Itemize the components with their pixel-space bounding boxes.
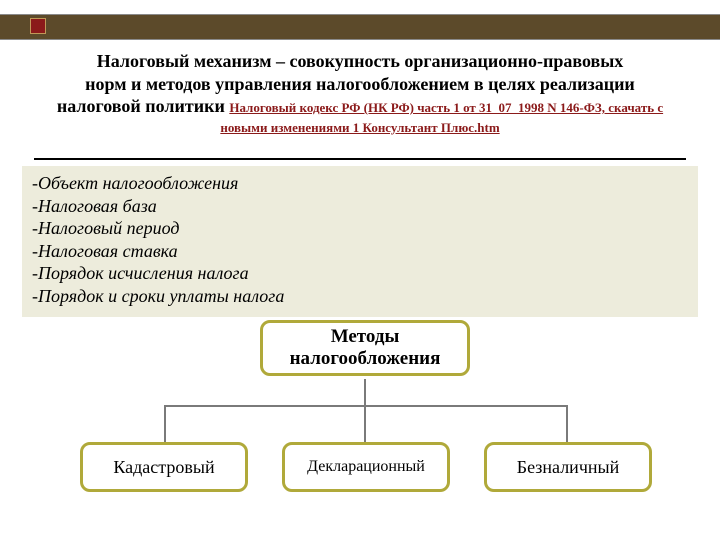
node-cadastral: Кадастровый [80, 442, 248, 492]
title-block: Налоговый механизм – совокупность органи… [34, 50, 686, 136]
edge [164, 405, 568, 407]
list-item: -Порядок и сроки уплаты налога [32, 285, 688, 308]
slide: Налоговый механизм – совокупность органи… [0, 0, 720, 540]
title-underline [34, 158, 686, 160]
list-item: -Объект налогообложения [32, 172, 688, 195]
node-declaration: Декларационный [282, 442, 450, 492]
node-root: Методы налогообложения [260, 320, 470, 376]
tax-code-link-part2[interactable]: новыми изменениями 1 Консультант Плюс.ht… [34, 120, 686, 136]
edge [364, 379, 366, 405]
list-item: -Налоговый период [32, 217, 688, 240]
top-decor-bar [0, 14, 720, 40]
list-item: -Налоговая база [32, 195, 688, 218]
title-line2: норм и методов управления налогообложени… [34, 73, 686, 96]
title-line1: Налоговый механизм – совокупность органи… [34, 50, 686, 73]
accent-square-icon [30, 18, 46, 34]
title-line3-prefix: налоговой политики [57, 96, 229, 116]
tax-code-link-part1[interactable]: Налоговый кодекс РФ (НК РФ) часть 1 от 3… [229, 100, 663, 115]
node-label: Кадастровый [113, 457, 214, 478]
node-label: Безналичный [517, 457, 619, 478]
node-cashless: Безналичный [484, 442, 652, 492]
list-item: -Налоговая ставка [32, 240, 688, 263]
node-root-label: Методы налогообложения [263, 326, 467, 370]
node-label: Декларационный [307, 458, 425, 476]
elements-list-box: -Объект налогообложения -Налоговая база … [22, 166, 698, 317]
title-line3: налоговой политики Налоговый кодекс РФ (… [34, 95, 686, 118]
edge [566, 405, 568, 442]
edge [164, 405, 166, 442]
list-item: -Порядок исчисления налога [32, 262, 688, 285]
edge [364, 405, 366, 442]
taxation-methods-diagram: Методы налогообложения Кадастровый Декла… [0, 318, 720, 528]
